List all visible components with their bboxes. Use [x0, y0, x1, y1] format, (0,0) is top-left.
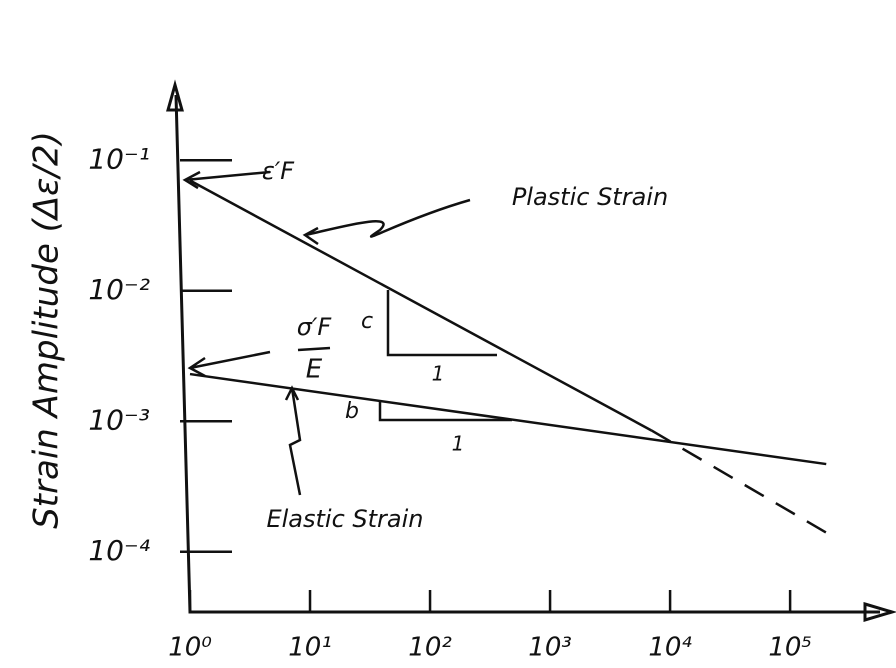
pointer: [190, 352, 270, 376]
y-tick-label: 10⁻²: [88, 273, 150, 306]
x-tick-label: 10²: [408, 633, 452, 663]
pointer: [305, 200, 470, 244]
x-tick-label: 10¹: [288, 633, 332, 663]
annotation: 1: [432, 362, 445, 386]
annotation: b: [345, 399, 359, 424]
fraction-bar: [298, 348, 330, 350]
series-line: [190, 374, 826, 464]
x-tick-label: 10⁵: [768, 633, 812, 663]
annotation: E: [306, 355, 323, 385]
y-tick-label: 10⁻³: [88, 403, 150, 436]
y-tick-label: 10⁻¹: [88, 142, 150, 175]
series-line: [190, 180, 651, 430]
pointer: [286, 388, 300, 495]
x-tick-label: 10⁴: [648, 633, 692, 663]
annotation: 1: [452, 432, 465, 456]
annotation: σ′F: [297, 313, 333, 341]
series-line: [651, 430, 833, 536]
slope-triangle: [388, 290, 497, 355]
y-axis-label: Strain Amplitude (Δε/2): [27, 131, 67, 529]
chart: Strain Amplitude (Δε/2) 10⁻¹ 10⁻² 10⁻³ 10⁻⁴…: [0, 0, 896, 668]
annotation: c: [361, 309, 373, 334]
y-tick-label: 10⁻⁴: [88, 534, 150, 567]
page: {"chart_data": {"type": "line", "y_label…: [0, 0, 896, 668]
series-label: Elastic Strain: [266, 505, 423, 533]
series-label: Plastic Strain: [512, 183, 668, 211]
x-tick-label: 10⁰: [168, 633, 212, 663]
x-tick-label: 10³: [528, 633, 572, 663]
annotation: ε′F: [262, 157, 295, 185]
